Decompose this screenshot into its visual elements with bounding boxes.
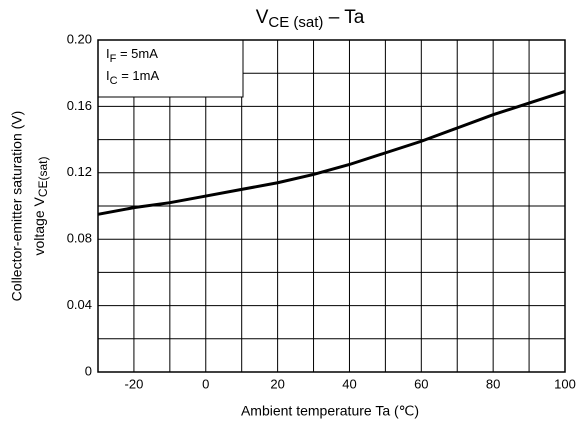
y-tick-label: 0.20	[67, 31, 92, 46]
y-tick-label: 0	[85, 363, 92, 378]
y-tick-label: 0.16	[67, 98, 92, 113]
plot-frame	[97, 39, 566, 373]
x-tick-label: -20	[125, 376, 144, 391]
annotation-sub: F	[110, 53, 117, 65]
data-line	[97, 90, 566, 216]
annotation-rest: = 1mA	[118, 68, 160, 83]
x-tick-label: 0	[202, 376, 209, 391]
x-tick-label: 100	[554, 376, 576, 391]
x-axis-label: Ambient temperature Ta (℃)	[241, 403, 419, 419]
y-axis-label: voltage VCE(sat)	[31, 156, 50, 255]
chart-title: VCE (sat) – Ta	[256, 7, 365, 31]
annotation: IC = 1mA	[106, 68, 159, 86]
y-axis-label: Collector-emitter saturation (V)	[9, 111, 25, 302]
x-tick-label: 20	[270, 376, 284, 391]
annotation-rest: = 5mA	[116, 46, 158, 61]
annotation-main: I	[106, 46, 110, 61]
annotation: IF = 5mA	[106, 46, 158, 64]
x-tick-label: 80	[486, 376, 500, 391]
annotation-main: I	[106, 68, 110, 83]
y-tick-label: 0.08	[67, 231, 92, 246]
y-tick-label: 0.04	[67, 297, 92, 312]
x-tick-label: 40	[342, 376, 356, 391]
x-tick-label: 60	[414, 376, 428, 391]
y-tick-label: 0.12	[67, 164, 92, 179]
annotation-sub: C	[110, 75, 118, 87]
